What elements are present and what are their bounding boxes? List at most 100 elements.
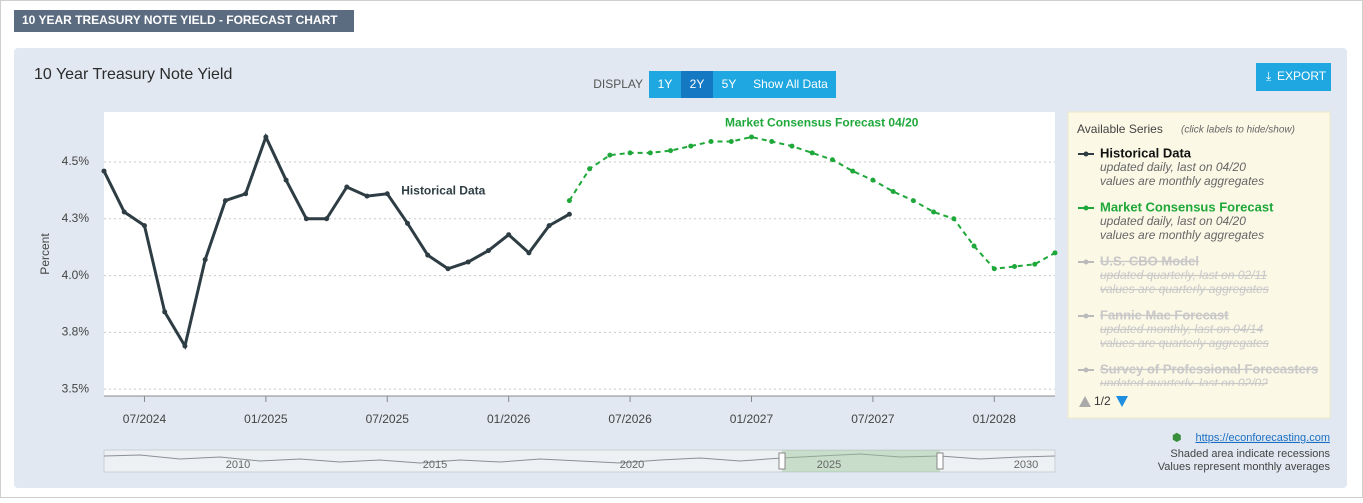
legend-swatch-dot[interactable] [1083,205,1089,211]
y-tick-label: 3.8% [62,325,90,339]
series-panel [1067,111,1331,419]
data-point [566,211,572,217]
data-point [546,223,552,229]
data-point [384,191,390,197]
source-link[interactable]: https://econforecasting.com [1195,432,1330,444]
legend-swatch-dot[interactable] [1083,151,1089,157]
navigator-window[interactable] [782,450,940,472]
data-point [162,309,168,315]
data-point [303,216,309,222]
data-point [688,143,694,149]
plot: 3.5% 3.8% 4.0% 4.3% 4.5% 07/2024 01/2025 07/202… [62,116,1058,426]
navigator-label: 2015 [423,459,447,471]
data-point [587,166,593,172]
data-point [607,152,613,158]
y-tick-label: 4.0% [62,268,90,282]
data-point [364,193,370,199]
navigator-handle[interactable] [936,452,944,470]
navigator-line [103,453,1056,464]
data-point [829,157,835,163]
pager-down[interactable] [1116,396,1128,407]
display-button-label[interactable]: 5Y [722,77,737,91]
plot-area [104,112,1055,396]
data-point [809,150,815,156]
data-point [910,198,916,204]
legend-swatch-dot[interactable] [1083,367,1089,373]
legend-entry[interactable]: Fannie Mae Forecast [1100,307,1229,322]
data-point [1032,261,1038,267]
footnote: Shaded area indicate recessions [1170,448,1330,460]
data-point [870,177,876,183]
navigator-label: 2030 [1014,459,1038,471]
legend-entry[interactable]: Historical Data [1100,145,1192,160]
legend-detail: values are quarterly aggregates [1100,282,1269,296]
legend-entry[interactable]: U.S. CBO Model [1100,253,1199,268]
annotation: Historical Data [401,184,485,198]
data-point [647,150,653,156]
data-point [1012,263,1018,269]
data-point [566,198,572,204]
export-button[interactable] [1256,63,1331,91]
data-point [283,177,289,183]
data-point [405,220,411,226]
badge-text: 10 YEAR TREASURY NOTE YIELD - FORECAST C… [22,13,338,27]
display-label: DISPLAY [593,77,643,91]
legend-detail: updated quarterly, last on 02/11 [1100,268,1267,282]
panel-cover [1069,386,1329,417]
y-tick-label: 4.3% [62,211,90,225]
legend-detail: updated monthly, last on 04/14 [1100,322,1264,336]
display-button-label[interactable]: 1Y [658,77,673,91]
navigator-labels: 2010 2015 2020 2025 2030 [226,459,1038,471]
display-button-label[interactable]: Show All Data [753,77,828,91]
x-tick-label: 01/2027 [730,412,774,426]
navigator-handle[interactable] [778,452,786,470]
data-point [101,168,107,174]
display-button[interactable] [745,71,836,98]
x-tick-label: 07/2026 [608,412,652,426]
annotation: Market Consensus Forecast 04/20 [725,116,919,130]
legend-detail: values are monthly aggregates [1100,174,1264,188]
navigator-label: 2010 [226,459,250,471]
link-icon: ⬢ [1172,432,1182,444]
footnote: Values represent monthly averages [1158,461,1331,473]
data-point [971,243,977,249]
x-tick-label: 01/2026 [487,412,531,426]
data-point [141,223,147,229]
navigator-label: 2020 [620,459,644,471]
data-point [991,266,997,272]
data-point [769,139,775,145]
data-point [850,168,856,174]
y-axis-label: Percent [38,233,52,275]
legend-entry[interactable]: Market Consensus Forecast [1100,199,1274,214]
x-tick-label: 07/2024 [123,412,167,426]
display-button[interactable] [649,71,681,98]
legend-swatch-dot[interactable] [1083,259,1089,265]
legend-detail: values are quarterly aggregates [1100,336,1269,350]
data-point [344,184,350,190]
data-point [121,209,127,215]
data-point [1052,250,1058,256]
x-tick-label: 01/2025 [244,412,288,426]
data-point [748,134,754,140]
display-buttons: 1Y 2Y 5Y Show All Data [649,71,836,98]
display-button-label[interactable]: 2Y [690,77,705,91]
navigator-label: 2025 [817,459,841,471]
export-label[interactable]: EXPORT [1277,69,1327,83]
export-icon: ⤓ [1266,69,1272,83]
legend-detail: updated daily, last on 04/20 [1100,160,1246,174]
data-point [243,191,249,197]
data-point [931,209,937,215]
display-button[interactable] [713,71,745,98]
pager-up[interactable] [1079,396,1091,407]
legend-swatch-dot[interactable] [1083,313,1089,319]
data-point [708,139,714,145]
display-button[interactable] [681,71,713,98]
legend-detail: values are monthly aggregates [1100,228,1264,242]
x-tick-label: 07/2025 [366,412,410,426]
data-point [728,139,734,145]
data-point [485,248,491,254]
pager: 1/2 [1094,394,1111,408]
data-point [890,189,896,195]
data-point [263,134,269,140]
legend-entry[interactable]: Survey of Professional Forecasters [1100,361,1318,376]
